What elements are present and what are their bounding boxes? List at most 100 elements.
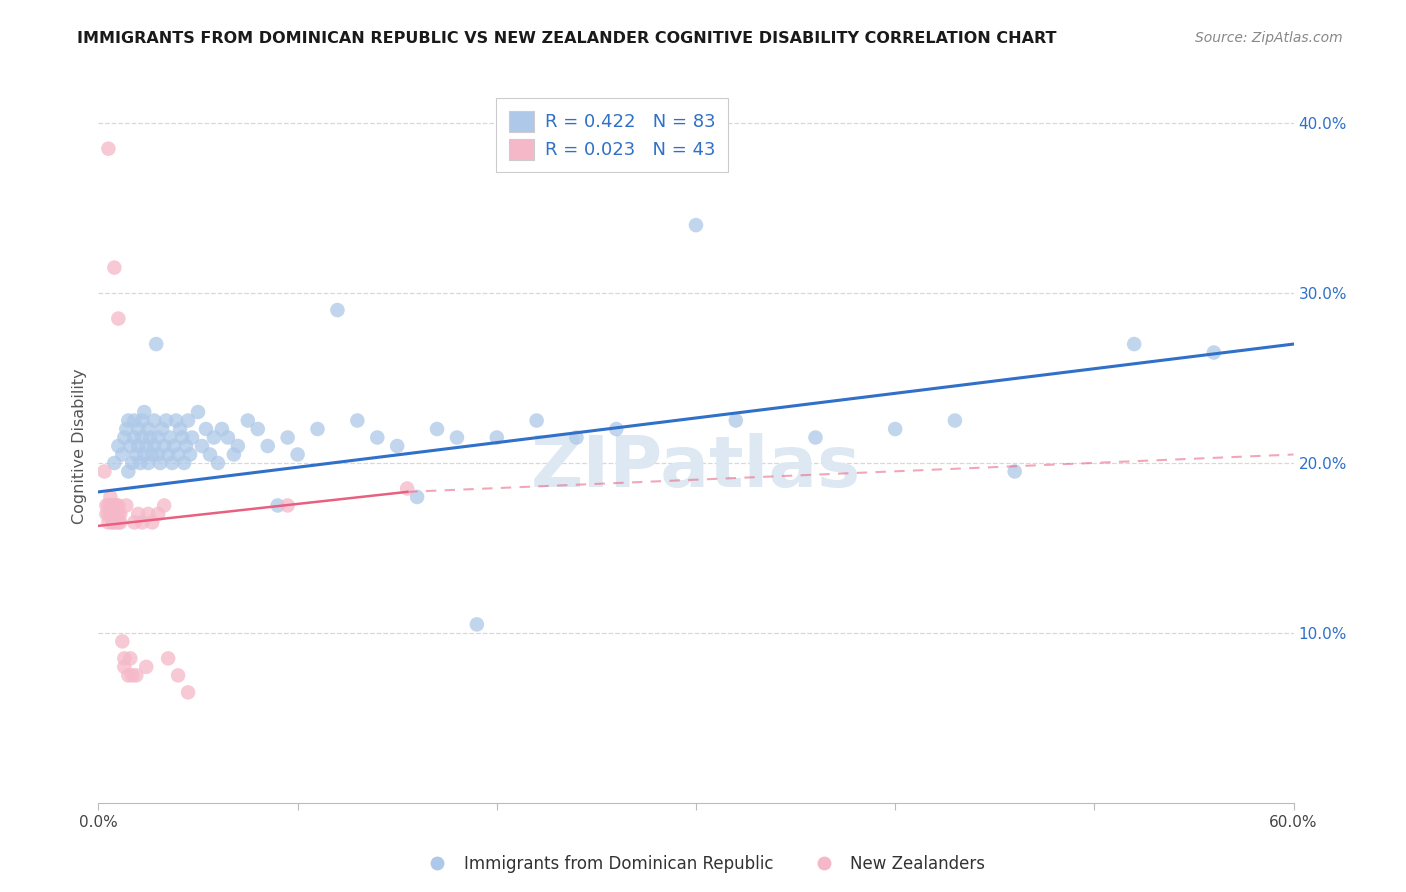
Point — [111, 634, 134, 648]
Point — [195, 422, 218, 436]
Point — [307, 422, 329, 436]
Point — [107, 439, 129, 453]
Point — [127, 439, 149, 453]
Point — [177, 685, 200, 699]
Point — [125, 448, 148, 462]
Point — [121, 456, 143, 470]
Point — [107, 311, 129, 326]
Point — [98, 507, 122, 521]
Point — [198, 448, 221, 462]
Point — [135, 660, 157, 674]
Point — [93, 465, 115, 479]
Point — [96, 507, 118, 521]
Point — [153, 499, 176, 513]
Point — [256, 439, 278, 453]
Point — [277, 499, 299, 513]
Y-axis label: Cognitive Disability: Cognitive Disability — [72, 368, 87, 524]
Point — [127, 422, 149, 436]
Point — [446, 430, 468, 444]
Point — [177, 413, 200, 427]
Point — [124, 516, 146, 530]
Point — [385, 439, 409, 453]
Point — [134, 405, 156, 419]
Point — [157, 651, 180, 665]
Point — [167, 668, 190, 682]
Point — [236, 413, 259, 427]
Point — [131, 516, 153, 530]
Point — [426, 422, 449, 436]
Point — [110, 507, 132, 521]
Point — [267, 499, 290, 513]
Point — [1004, 465, 1026, 479]
Point — [226, 439, 249, 453]
Point — [169, 422, 191, 436]
Point — [724, 413, 747, 427]
Point — [148, 430, 170, 444]
Point — [181, 430, 204, 444]
Point — [115, 422, 138, 436]
Point — [1123, 337, 1146, 351]
Point — [117, 465, 139, 479]
Point — [120, 651, 142, 665]
Point — [173, 456, 195, 470]
Point — [135, 439, 157, 453]
Point — [191, 439, 214, 453]
Point — [202, 430, 225, 444]
Point — [167, 448, 190, 462]
Text: IMMIGRANTS FROM DOMINICAN REPUBLIC VS NEW ZEALANDER COGNITIVE DISABILITY CORRELA: IMMIGRANTS FROM DOMINICAN REPUBLIC VS NE… — [77, 31, 1057, 46]
Point — [120, 439, 142, 453]
Point — [117, 668, 139, 682]
Point — [246, 422, 269, 436]
Point — [804, 430, 827, 444]
Point — [211, 422, 233, 436]
Point — [103, 507, 125, 521]
Point — [105, 499, 128, 513]
Point — [107, 507, 129, 521]
Point — [1202, 345, 1225, 359]
Point — [465, 617, 488, 632]
Point — [149, 456, 172, 470]
Point — [159, 430, 181, 444]
Point — [139, 430, 162, 444]
Point — [174, 439, 197, 453]
Legend: Immigrants from Dominican Republic, New Zealanders: Immigrants from Dominican Republic, New … — [415, 848, 991, 880]
Point — [101, 499, 124, 513]
Legend: R = 0.422   N = 83, R = 0.023   N = 43: R = 0.422 N = 83, R = 0.023 N = 43 — [496, 98, 728, 172]
Point — [131, 430, 153, 444]
Point — [136, 422, 159, 436]
Point — [346, 413, 368, 427]
Point — [157, 448, 180, 462]
Point — [98, 490, 122, 504]
Point — [97, 142, 120, 156]
Point — [124, 413, 146, 427]
Point — [98, 499, 122, 513]
Point — [121, 668, 143, 682]
Point — [103, 260, 125, 275]
Point — [134, 448, 156, 462]
Point — [685, 218, 707, 232]
Point — [172, 430, 194, 444]
Point — [160, 456, 183, 470]
Point — [155, 413, 177, 427]
Point — [103, 499, 125, 513]
Point — [145, 337, 167, 351]
Point — [605, 422, 627, 436]
Point — [97, 516, 120, 530]
Point — [222, 448, 245, 462]
Point — [366, 430, 388, 444]
Point — [127, 507, 149, 521]
Point — [112, 430, 135, 444]
Point — [565, 430, 588, 444]
Point — [107, 516, 129, 530]
Point — [103, 516, 125, 530]
Point — [406, 490, 429, 504]
Point — [884, 422, 907, 436]
Point — [287, 448, 309, 462]
Point — [97, 499, 120, 513]
Point — [485, 430, 508, 444]
Point — [97, 507, 120, 521]
Point — [207, 456, 229, 470]
Point — [526, 413, 548, 427]
Point — [125, 668, 148, 682]
Point — [326, 303, 349, 318]
